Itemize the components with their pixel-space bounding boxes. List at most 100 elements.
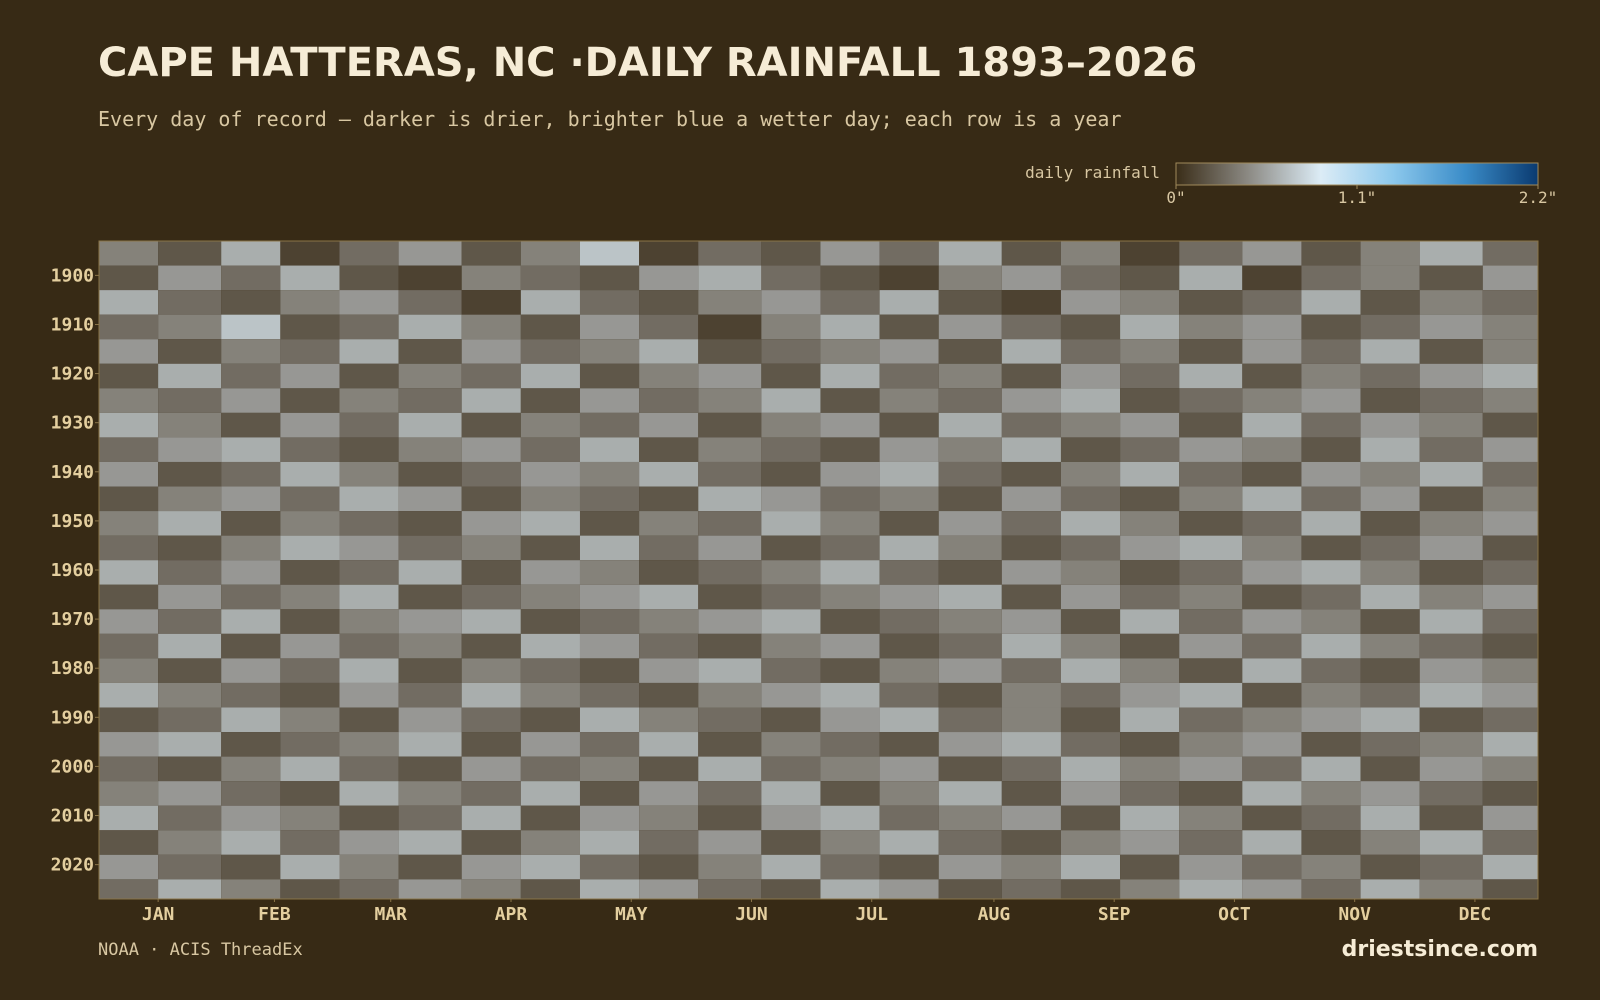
heatmap-cell	[158, 388, 222, 413]
heatmap-cell	[938, 879, 1002, 899]
heatmap-cell	[1179, 511, 1243, 536]
heatmap-cell	[280, 388, 340, 413]
heatmap-cell	[1301, 805, 1361, 831]
heatmap-cell	[1001, 854, 1061, 880]
heatmap-cell	[639, 241, 699, 266]
heatmap-cell	[398, 511, 462, 536]
heatmap-cell	[280, 412, 340, 438]
heatmap-cell	[1060, 535, 1121, 561]
heatmap-cell	[1360, 658, 1420, 683]
heatmap-cell	[398, 290, 462, 315]
heatmap-cell	[1120, 879, 1180, 899]
heatmap-cell	[1419, 486, 1483, 512]
heatmap-cell	[1120, 535, 1180, 561]
heatmap-cell	[1482, 535, 1538, 561]
heatmap-cell	[1001, 633, 1061, 659]
heatmap-cell	[1179, 633, 1243, 659]
heatmap-cell	[221, 339, 281, 364]
heatmap-cell	[1001, 682, 1061, 708]
x-tick-label: OCT	[1218, 904, 1251, 925]
heatmap-cell	[1179, 854, 1243, 880]
heatmap-cell	[1120, 437, 1180, 462]
heatmap-cell	[339, 437, 399, 462]
heatmap-cell	[1301, 732, 1361, 757]
heatmap-cell	[761, 732, 821, 757]
heatmap-cell	[158, 437, 222, 462]
heatmap-cell	[461, 781, 521, 806]
heatmap-cell	[520, 437, 580, 462]
heatmap-cell	[221, 781, 281, 806]
heatmap-cell	[158, 633, 222, 659]
heatmap-cell	[698, 682, 762, 708]
heatmap-cell	[1360, 879, 1420, 899]
heatmap-cell	[1419, 290, 1483, 315]
heatmap-cell	[1242, 756, 1302, 782]
heatmap-cell	[1001, 830, 1061, 855]
heatmap-cell	[1120, 339, 1180, 364]
y-tick-label: 1990	[51, 707, 94, 728]
heatmap-cell	[339, 756, 399, 782]
heatmap-cell	[1419, 560, 1483, 585]
heatmap-cell	[398, 437, 462, 462]
heatmap-cell	[1120, 707, 1180, 733]
heatmap-cell	[1482, 388, 1538, 413]
heatmap-cell	[820, 560, 880, 585]
heatmap-cell	[520, 805, 580, 831]
x-tick-label: MAR	[374, 904, 407, 925]
heatmap-cell	[761, 658, 821, 683]
heatmap-cell	[1242, 388, 1302, 413]
heatmap-cell	[698, 265, 762, 291]
heatmap-cell	[1120, 805, 1180, 831]
y-tick-label: 1900	[51, 265, 94, 286]
heatmap-cell	[99, 707, 159, 733]
heatmap-cell	[820, 437, 880, 462]
heatmap-cell	[639, 781, 699, 806]
heatmap-cell	[1482, 486, 1538, 512]
heatmap-cell	[639, 658, 699, 683]
heatmap-cell	[339, 511, 399, 536]
heatmap-cell	[1242, 633, 1302, 659]
heatmap-cell	[698, 756, 762, 782]
heatmap-cell	[820, 854, 880, 880]
heatmap-cell	[1242, 732, 1302, 757]
heatmap-cell	[520, 241, 580, 266]
heatmap-cell	[1242, 535, 1302, 561]
heatmap-cell	[339, 830, 399, 855]
heatmap-cell	[820, 830, 880, 855]
heatmap-cell	[221, 314, 281, 340]
heatmap-cell	[339, 560, 399, 585]
heatmap-cell	[1120, 658, 1180, 683]
heatmap-cell	[761, 388, 821, 413]
heatmap-cell	[1419, 363, 1483, 389]
heatmap-cell	[221, 486, 281, 512]
heatmap-cell	[579, 265, 640, 291]
heatmap-cell	[1179, 781, 1243, 806]
colorbar-label: daily rainfall	[1025, 163, 1160, 182]
heatmap-cell	[639, 879, 699, 899]
heatmap-cell	[1060, 290, 1121, 315]
heatmap-cell	[1001, 560, 1061, 585]
heatmap-cell	[639, 437, 699, 462]
heatmap-cell	[879, 879, 939, 899]
heatmap-cell	[1482, 461, 1538, 487]
heatmap-cell	[879, 314, 939, 340]
heatmap-cell	[398, 879, 462, 899]
heatmap-cell	[879, 241, 939, 266]
heatmap-cell	[879, 781, 939, 806]
heatmap-cell	[761, 265, 821, 291]
heatmap-cell	[1242, 461, 1302, 487]
heatmap-cell	[820, 486, 880, 512]
heatmap-cell	[938, 805, 1002, 831]
heatmap-cell	[1179, 584, 1243, 610]
heatmap-cell	[1060, 805, 1121, 831]
heatmap-cell	[1120, 314, 1180, 340]
heatmap-cell	[1360, 437, 1420, 462]
y-tick-label: 2010	[51, 806, 94, 827]
heatmap-cell	[398, 486, 462, 512]
heatmap-cell	[1419, 584, 1483, 610]
heatmap-cell	[1001, 388, 1061, 413]
heatmap-cell	[1001, 265, 1061, 291]
heatmap-cell	[520, 314, 580, 340]
heatmap-cell	[339, 241, 399, 266]
heatmap-cell	[221, 437, 281, 462]
